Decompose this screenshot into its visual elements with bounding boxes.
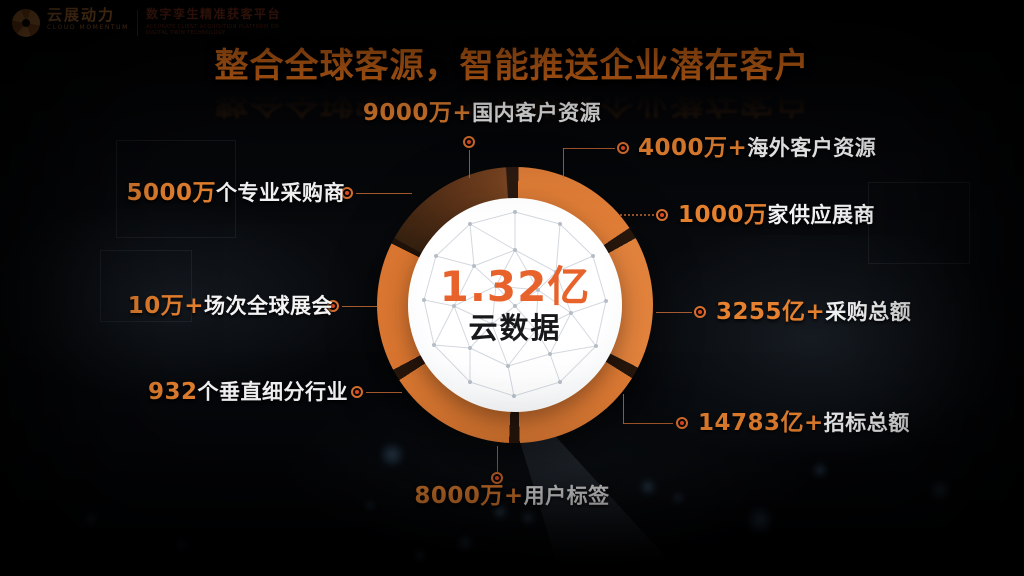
stat-callout-user-tags: 8000万+用户标签	[362, 482, 662, 512]
connector-line	[623, 423, 673, 424]
stat-label: 家供应展商	[767, 203, 876, 227]
center-text: 1.32亿 云数据	[408, 198, 622, 412]
dot-marker-icon	[676, 417, 688, 429]
center-value: 1.32亿	[439, 262, 591, 311]
stat-label: 采购总额	[825, 300, 912, 324]
stat-label: 国内客户资源	[472, 101, 602, 125]
deco-rectangle	[100, 250, 192, 322]
dot-marker-icon	[341, 187, 353, 199]
stat-callout-tender-total: 14783亿+招标总额	[698, 409, 910, 439]
bokeh-light	[176, 540, 186, 550]
dot-marker-icon	[351, 386, 363, 398]
bokeh-light	[521, 511, 535, 525]
connector-line	[563, 148, 615, 149]
bokeh-light	[812, 462, 828, 478]
dot-marker-icon	[463, 136, 475, 148]
stat-value: 5000万	[126, 180, 216, 206]
stat-label: 海外客户资源	[747, 136, 877, 160]
connector-line	[366, 392, 402, 393]
stat-callout-vertical-industries: 932个垂直细分行业	[123, 378, 348, 408]
center-label: 云数据	[468, 311, 562, 345]
bokeh-light	[365, 500, 375, 510]
bokeh-light	[84, 512, 98, 526]
bokeh-light	[414, 550, 426, 562]
brand-text-block: 云展动力 CLOUD MOMENTUM	[47, 7, 129, 32]
deco-rectangle	[868, 182, 970, 264]
dot-marker-icon	[491, 472, 503, 484]
connector-line	[342, 306, 378, 307]
stat-callout-overseas-clients: 4000万+海外客户资源	[638, 134, 876, 164]
brand-pinwheel-icon	[12, 9, 40, 37]
bokeh-light	[457, 535, 473, 551]
stat-callout-procurement-total: 3255亿+采购总额	[716, 298, 911, 328]
connector-line	[497, 446, 498, 472]
logo-divider	[136, 10, 138, 36]
stat-value: 932	[147, 379, 198, 405]
deco-rectangle	[116, 140, 236, 238]
bokeh-light	[639, 478, 657, 496]
bokeh-light	[379, 442, 405, 468]
stat-value: 9000万+	[362, 100, 473, 126]
stat-callout-global-exhibitions: 10万+场次全球展会	[108, 292, 333, 322]
stat-label: 招标总额	[823, 411, 910, 435]
bokeh-light	[875, 425, 885, 435]
connector-line	[656, 312, 692, 313]
brand-name: 云展动力	[47, 6, 116, 24]
dot-marker-icon	[327, 300, 339, 312]
stat-value: 4000万+	[638, 135, 748, 161]
center-circle	[408, 198, 622, 412]
tagline-en: ACCURATE CLIENT ACQUISITION PLATFORM ON …	[145, 24, 280, 36]
logo: 云展动力 CLOUD MOMENTUM 数字孪生精准获客平台 ACCURATE …	[12, 7, 281, 37]
dot-marker-icon	[617, 142, 629, 154]
connector-line	[356, 193, 412, 194]
page-title: 整合全球客源，智能推送企业潜在客户	[214, 46, 810, 86]
brand-name-en: CLOUD MOMENTUM	[47, 24, 129, 31]
stat-value: 10万+	[127, 293, 204, 319]
stat-label: 个专业采购商	[216, 181, 345, 205]
stat-value: 8000万+	[414, 483, 524, 509]
tagline: 数字孪生精准获客平台	[145, 7, 281, 21]
connector-line	[623, 394, 624, 424]
stat-label: 场次全球展会	[204, 294, 333, 318]
stat-value: 3255亿+	[716, 299, 826, 325]
stat-callout-domestic-clients: 9000万+国内客户资源	[332, 99, 632, 129]
stat-label: 用户标签	[523, 484, 610, 508]
bokeh-light	[929, 479, 951, 501]
dot-marker-icon	[694, 306, 706, 318]
title-block: 整合全球客源，智能推送企业潜在客户 整合全球客源，智能推送企业潜在客户	[0, 38, 1024, 128]
stat-callout-professional-buyers: 5000万个专业采购商	[120, 179, 345, 209]
stat-callout-supplier-exhibitors: 1000万家供应展商	[678, 201, 875, 231]
connector-line	[563, 148, 564, 178]
polygon-mesh-graphic	[422, 210, 608, 398]
connector-line	[469, 150, 470, 178]
bokeh-light	[747, 507, 773, 533]
bokeh-light	[492, 504, 508, 520]
stat-value: 1000万	[678, 202, 768, 228]
stat-label: 个垂直细分行业	[197, 380, 348, 404]
bokeh-light	[672, 492, 684, 504]
connector-line	[620, 214, 654, 216]
stat-value: 14783亿+	[698, 410, 824, 436]
tagline-block: 数字孪生精准获客平台 ACCURATE CLIENT ACQUISITION P…	[146, 7, 281, 36]
dot-marker-icon	[656, 209, 668, 221]
